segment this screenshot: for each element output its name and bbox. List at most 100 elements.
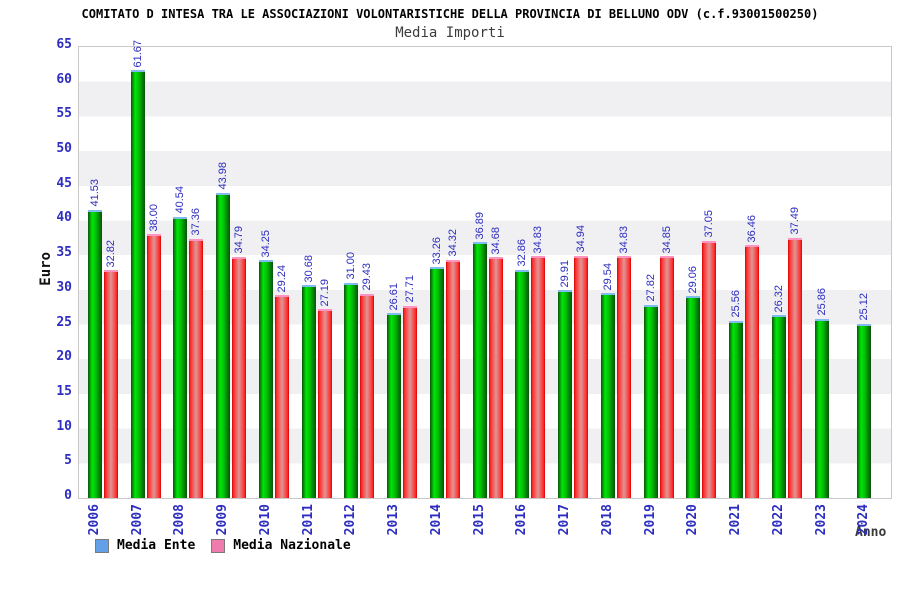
x-tick-label: 2017 (557, 504, 573, 536)
y-tick-label: 55 (56, 106, 72, 122)
bar-media-ente-2024 (857, 323, 872, 498)
bar-value-label: 34.32 (446, 229, 459, 257)
bar-media-nazionale-2013 (403, 305, 418, 498)
y-tick-label: 20 (56, 349, 72, 365)
bar-media-nazionale-2014 (445, 259, 460, 498)
legend-label-media-nazionale: Media Nazionale (233, 538, 351, 553)
bar-value-label: 34.25 (259, 229, 272, 258)
bar-value-label: 29.54 (601, 262, 614, 291)
bar-media-ente-2012 (344, 282, 359, 498)
x-tick-label: 2019 (642, 504, 658, 536)
bar-value-label: 29.06 (687, 265, 700, 294)
bar-value-label: 27.19 (318, 278, 331, 307)
bar-media-nazionale-2016 (531, 256, 546, 498)
bar-value-label: 27.82 (644, 274, 657, 302)
x-tick-label: 2011 (300, 504, 316, 536)
bar-value-label: 34.79 (233, 226, 246, 254)
y-tick-label: 40 (56, 210, 72, 226)
bar-media-nazionale-2011 (317, 309, 332, 498)
x-tick-label: 2018 (599, 504, 615, 536)
bar-value-label: 38.00 (147, 203, 160, 232)
y-tick-label: 5 (64, 453, 72, 469)
bar-media-ente-2007 (130, 70, 145, 498)
y-tick-label: 25 (56, 314, 72, 330)
bar-media-nazionale-2022 (787, 237, 802, 498)
bar-media-ente-2008 (173, 216, 188, 498)
bar-media-ente-2011 (301, 285, 316, 498)
bar-value-label: 34.83 (617, 225, 630, 254)
y-tick-label: 30 (56, 279, 72, 295)
y-tick-label: 60 (56, 71, 72, 87)
legend-label-media-ente: Media Ente (117, 538, 196, 553)
bar-value-label: 37.36 (190, 208, 203, 236)
y-tick-label: 35 (56, 245, 72, 261)
bar-media-ente-2018 (600, 293, 615, 498)
bar-value-label: 25.86 (815, 288, 828, 316)
bar-value-label: 29.91 (559, 259, 572, 288)
y-tick-label: 0 (64, 488, 72, 503)
x-tick-label: 2008 (172, 504, 188, 536)
bar-media-nazionale-2007 (146, 234, 161, 498)
y-tick-label: 45 (56, 175, 72, 191)
x-tick-label: 2010 (257, 504, 273, 536)
bar-value-label: 32.82 (105, 239, 117, 268)
y-tick-label: 50 (56, 141, 72, 157)
bar-value-label: 34.85 (660, 225, 673, 254)
y-tick-label: 15 (56, 383, 72, 399)
x-tick-label: 2023 (813, 504, 829, 536)
bar-value-label: 34.68 (489, 226, 502, 255)
bar-media-ente-2010 (258, 260, 273, 498)
bar-media-nazionale-2019 (659, 256, 674, 498)
bar-media-ente-2006 (88, 209, 102, 498)
x-tick-label: 2006 (87, 504, 102, 536)
x-tick-label: 2012 (343, 504, 359, 536)
bar-value-label: 40.54 (174, 186, 187, 214)
x-tick-label: 2009 (215, 504, 231, 536)
plot-area: 41.53 32.82 61.67 38.00 40.54 37.36 43.98 34.79… (78, 40, 892, 499)
bar-value-label: 61.67 (131, 39, 144, 68)
bar-value-label: 26.32 (772, 284, 785, 313)
bar-value-label: 43.98 (217, 162, 230, 190)
bar-value-label: 34.94 (575, 225, 588, 253)
x-tick-label: 2024 (856, 504, 872, 536)
bar-media-nazionale-2006 (104, 270, 118, 498)
x-tick-label: 2016 (514, 504, 530, 536)
bar-media-ente-2021 (729, 320, 744, 498)
x-tick-label: 2015 (471, 504, 487, 536)
bar-value-label: 25.12 (858, 293, 871, 321)
bar-media-ente-2023 (814, 318, 829, 498)
bar-media-ente-2022 (771, 315, 786, 498)
bar-value-label: 29.24 (275, 264, 288, 293)
bar-media-ente-2014 (429, 267, 444, 498)
bar-media-nazionale-2021 (745, 245, 760, 498)
bar-media-ente-2020 (686, 296, 701, 498)
legend-swatch-media-ente (95, 538, 109, 553)
bar-value-label: 31.00 (345, 252, 358, 280)
x-tick-label: 2021 (728, 504, 744, 536)
bar-media-ente-2019 (643, 304, 658, 498)
chart-legend: Media Ente Media Nazionale (95, 538, 367, 553)
bar-value-label: 26.61 (388, 282, 401, 311)
bar-media-nazionale-2010 (274, 295, 289, 498)
y-tick-label: 10 (56, 418, 72, 434)
bar-media-ente-2013 (387, 313, 402, 498)
x-tick-label: 2007 (129, 504, 145, 536)
bar-value-label: 33.26 (430, 236, 443, 265)
chart-subtitle: Media Importi (395, 25, 505, 41)
bar-media-nazionale-2017 (574, 255, 589, 498)
bar-media-ente-2016 (515, 270, 530, 498)
y-tick-label: 65 (56, 37, 72, 52)
x-tick-label: 2014 (428, 504, 444, 536)
bar-value-label: 34.83 (532, 225, 545, 254)
bar-media-ente-2017 (558, 290, 573, 498)
x-axis-title: Anno (855, 525, 887, 540)
bar-value-label: 25.56 (730, 290, 743, 318)
x-tick-label: 2013 (386, 504, 402, 536)
bar-media-nazionale-2018 (616, 256, 631, 498)
legend-swatch-media-nazionale (211, 538, 226, 553)
bar-media-nazionale-2009 (232, 256, 247, 498)
bar-value-label: 29.43 (361, 263, 374, 291)
bar-value-label: 32.86 (516, 239, 529, 268)
bar-media-ente-2015 (472, 242, 487, 498)
